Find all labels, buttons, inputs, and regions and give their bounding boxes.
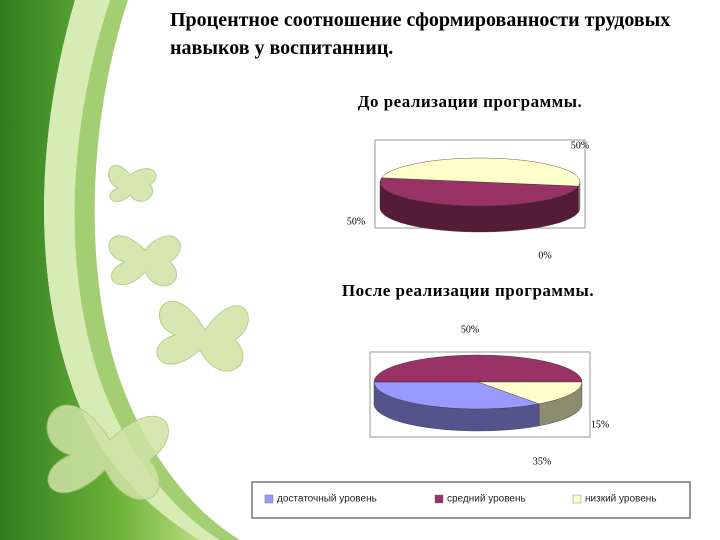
slice [379,177,579,207]
data-label: 50% [571,140,589,151]
slice-side [578,181,581,213]
legend-swatch [572,494,582,504]
legend-label: средний уровень [447,494,526,505]
data-label: 0% [538,250,551,261]
chart-title: До реализации программы. [358,92,583,111]
slice [373,381,540,410]
legend-swatch [434,494,444,504]
slice [373,354,583,383]
data-label: 50% [461,324,479,335]
legend-label: достаточный уровень [277,494,377,505]
data-label: 50% [347,216,365,227]
slice [381,157,581,187]
data-label: 35% [533,456,551,467]
slice [477,381,583,405]
data-label: 15% [591,419,609,430]
background-decoration [0,0,249,540]
slide-title: Процентное соотношение сформированности … [170,9,671,59]
legend-label: низкий уровень [585,494,657,505]
chart-title: После реализации программы. [342,281,594,300]
legend-swatch [264,494,274,504]
